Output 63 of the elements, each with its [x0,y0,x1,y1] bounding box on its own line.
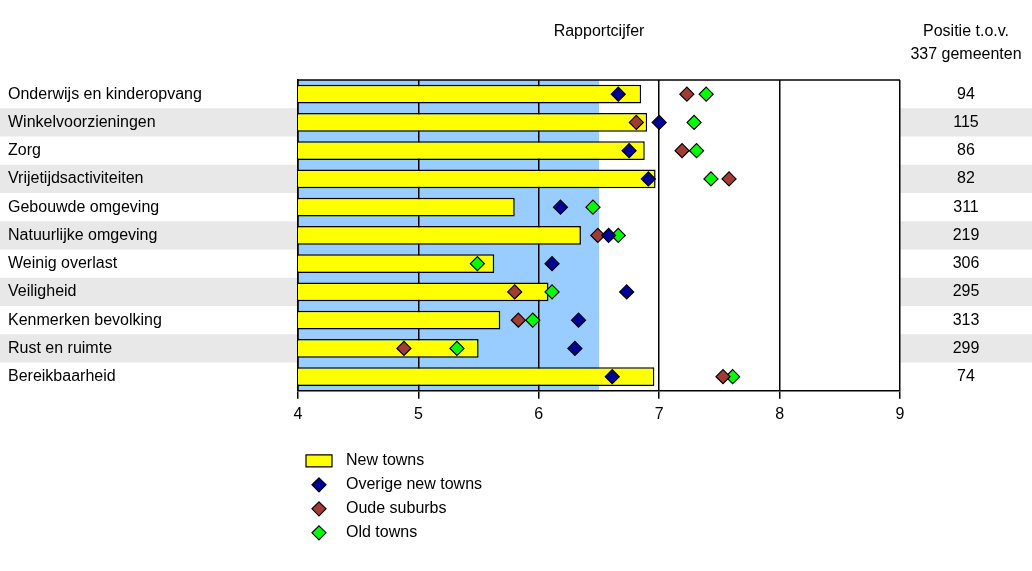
point [621,143,637,159]
point [715,369,731,385]
point [449,340,465,357]
point [703,171,719,187]
legend-label: Oude suburbs [346,499,447,517]
point [604,369,620,385]
x-tick-label: 8 [775,404,785,422]
text: 299 [952,338,980,356]
text: 337 gemeenten [910,45,1022,63]
y-tick-label: Winkelvoorzieningen [8,112,156,130]
point [640,171,656,187]
text: 295 [952,282,980,300]
point [507,284,523,300]
legend-label: Overige new towns [346,475,483,493]
point [567,340,583,357]
text: 115 [953,112,979,130]
point [628,114,644,130]
legend-label: Old towns [346,523,418,541]
point [544,256,560,272]
text: 219 [952,225,980,243]
text: 86 [957,141,975,159]
text: Positie t.o.v. [923,22,1009,40]
point [610,86,626,102]
point [510,312,526,328]
point [651,114,667,130]
point [585,199,601,215]
y-tick-label: Bereikbaarheid [8,367,116,385]
y-tick-label: Kenmerken bevolking [8,310,162,328]
point [396,340,412,357]
y-tick-label: Vrijetijdsactiviteiten [8,169,144,187]
y-tick-label: Veiligheid [8,282,77,300]
text: 313 [952,310,980,328]
x-tick-label: 7 [654,404,664,422]
y-tick-label: Zorg [8,141,41,159]
y-tick-label: Weinig overlast [8,254,118,272]
point [721,171,737,187]
point [698,86,714,102]
text: 311 [953,197,979,215]
point [544,284,560,300]
y-tick-label: Gebouwde omgeving [8,197,160,215]
chart-title: Rapportcijfer [553,22,646,40]
point [674,143,690,159]
y-tick-label: Onderwijs en kinderopvang [8,84,202,102]
point [686,114,702,130]
point [552,199,569,215]
x-tick-label: 4 [293,404,303,422]
text: 74 [957,367,975,385]
x-tick-label: 5 [413,404,423,422]
x-tick-label: 9 [895,404,905,422]
y-tick-label: Rust en ruimte [8,338,113,356]
point [688,143,705,159]
text: 82 [957,169,975,187]
y-tick-label: Natuurlijke omgeving [8,225,158,243]
point [619,284,635,300]
point [469,256,485,272]
text: 94 [957,84,975,102]
x-tick-label: 6 [534,404,544,422]
point [570,312,587,328]
point [525,312,541,328]
legend-label: New towns [346,451,425,469]
point [601,227,617,243]
text: 306 [952,254,980,272]
point [679,86,695,102]
